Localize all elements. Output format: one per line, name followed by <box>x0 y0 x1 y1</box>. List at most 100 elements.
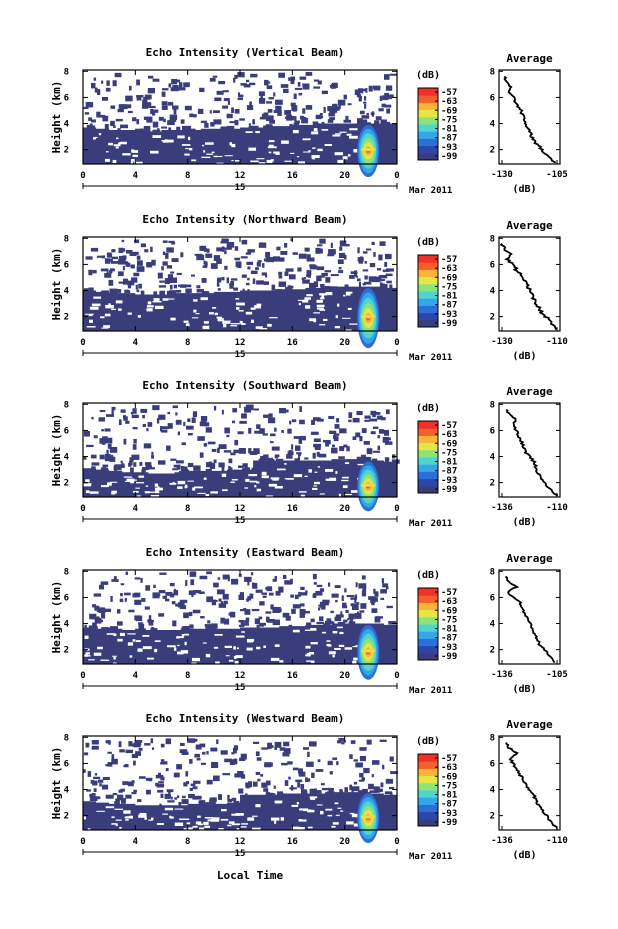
echo-speck <box>245 79 250 83</box>
echo-gap <box>292 129 299 134</box>
echo-speck <box>171 242 176 245</box>
echo-speck <box>329 117 335 121</box>
echo-speck <box>324 620 333 624</box>
echo-gap <box>325 808 333 811</box>
echo-speck <box>246 261 254 265</box>
echo-speck <box>204 261 208 267</box>
echo-gap <box>230 323 240 325</box>
echo-speck <box>370 599 376 603</box>
echo-speck <box>259 601 265 606</box>
echo-speck <box>212 75 218 78</box>
echo-gap <box>335 315 338 319</box>
echo-speck <box>327 106 333 112</box>
echo-gap <box>100 485 109 488</box>
colorbar-frame <box>417 753 439 827</box>
echo-speck <box>247 579 250 586</box>
echo-gap <box>343 294 346 297</box>
x-tick-label: 12 <box>235 504 246 514</box>
echo-speck <box>335 614 344 618</box>
echo-speck <box>227 794 230 801</box>
colorbar-unit: (dB) <box>416 70 440 81</box>
average-y-tick-label: 2 <box>490 313 495 323</box>
colorbar-swatch <box>418 435 438 444</box>
echo-gap <box>250 307 256 310</box>
echo-layer <box>83 792 397 830</box>
echo-gap <box>204 142 214 145</box>
colorbar-tick-label: -63 <box>441 264 457 274</box>
echo-gap <box>352 660 357 664</box>
echo-gap <box>123 476 133 478</box>
echo-gap <box>274 486 283 489</box>
echo-speck <box>203 443 208 447</box>
echo-speck <box>213 459 217 464</box>
echo-speck <box>172 620 177 627</box>
echo-speck <box>196 758 201 761</box>
echo-speck <box>91 119 96 123</box>
echo-gap <box>308 150 311 153</box>
echo-speck <box>320 286 328 293</box>
echo-speck <box>116 621 123 626</box>
echo-gap <box>334 802 339 805</box>
echo-speck <box>200 762 207 765</box>
echo-speck <box>176 464 181 470</box>
echo-gap <box>129 655 133 658</box>
echo-speck <box>179 82 183 88</box>
echo-gap <box>186 822 191 825</box>
echo-speck <box>83 752 89 756</box>
echo-speck <box>260 242 263 247</box>
echo-gap <box>204 817 213 819</box>
echo-speck <box>159 803 162 809</box>
day-label: 15 <box>235 350 246 360</box>
echo-layer <box>83 623 397 664</box>
echo-gap <box>147 301 152 305</box>
echo-gap <box>327 814 333 817</box>
echo-speck <box>315 769 324 772</box>
echo-speck <box>362 119 368 126</box>
echo-speck <box>159 280 165 283</box>
echo-speck <box>314 790 322 794</box>
x-tick-label: 8 <box>185 671 190 681</box>
echo-speck <box>132 117 137 122</box>
echo-speck <box>357 257 364 262</box>
echo-speck <box>119 749 125 753</box>
echo-speck <box>357 790 366 793</box>
colorbar-tick-label: -81 <box>441 625 457 635</box>
echo-speck <box>169 284 173 290</box>
echo-speck <box>204 122 209 128</box>
echo-gap <box>321 129 329 131</box>
echo-speck <box>111 579 119 582</box>
echo-speck <box>160 759 165 762</box>
echo-speck <box>218 598 222 602</box>
echo-speck <box>212 775 220 782</box>
echo-speck <box>254 430 261 434</box>
echo-speck <box>88 269 93 276</box>
echo-gap <box>187 136 191 141</box>
echo-gap <box>279 660 284 663</box>
panel-title: Echo Intensity (Eastward Beam) <box>146 546 345 559</box>
echo-gap <box>119 826 122 829</box>
echo-speck <box>133 438 137 444</box>
echo-speck <box>204 624 211 627</box>
echo-speck <box>152 78 160 82</box>
echo-speck <box>121 239 125 243</box>
echo-speck <box>125 794 132 799</box>
echo-speck <box>263 258 272 262</box>
echo-speck <box>356 94 362 98</box>
echo-gap <box>256 646 261 650</box>
echo-speck <box>285 268 294 272</box>
colorbar-tick-label: -99 <box>441 485 457 495</box>
echo-speck <box>91 746 97 750</box>
echo-speck <box>302 279 310 284</box>
echo-speck <box>179 605 187 610</box>
echo-speck <box>389 756 394 762</box>
echo-speck <box>242 288 245 295</box>
echo-speck <box>89 613 97 620</box>
echo-speck <box>226 113 233 119</box>
echo-speck <box>278 271 283 276</box>
echo-speck <box>342 602 347 607</box>
echo-speck <box>210 623 218 629</box>
colorbar-tick-label: -75 <box>441 615 457 625</box>
average-y-tick-label: 2 <box>490 479 495 489</box>
echo-speck <box>86 444 94 448</box>
echo-speck <box>92 622 95 629</box>
